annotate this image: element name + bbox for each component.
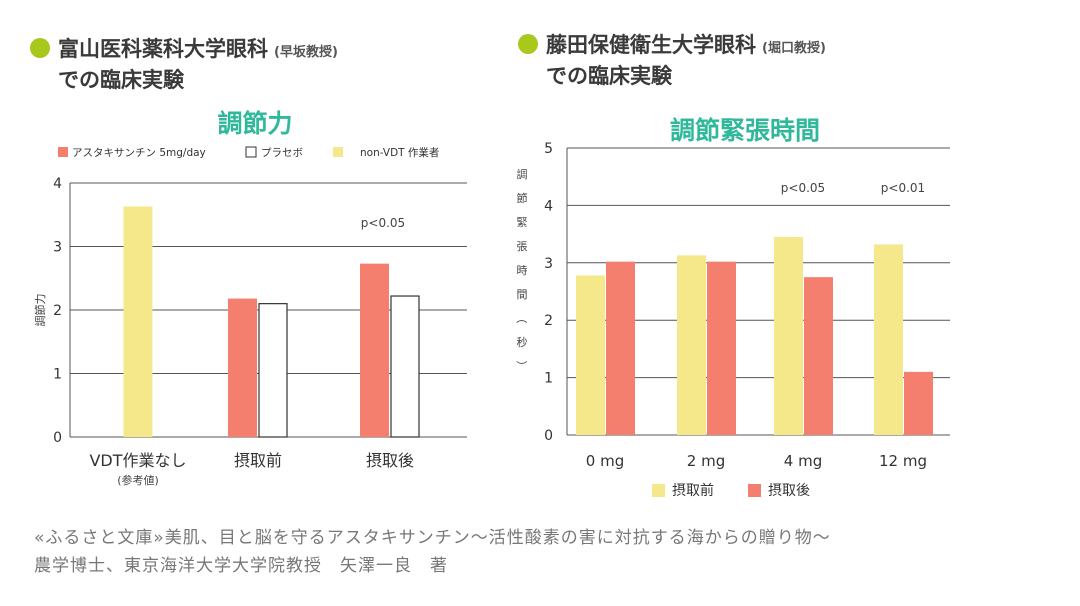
significance-label: p<0.05	[361, 216, 405, 230]
legend-label-before: 摂取前	[672, 482, 714, 499]
x-tick-label: VDT作業なし	[89, 451, 186, 470]
left-heading-note: (早坂教授)	[274, 45, 338, 60]
right-heading: 藤田保健衛生大学眼科 (堀口教授)	[546, 29, 826, 59]
right-heading-note: (堀口教授)	[762, 41, 826, 56]
y-tick-label: 0	[53, 430, 62, 446]
x-tick-label: 12 mg	[879, 452, 927, 470]
legend-swatch-after	[748, 484, 761, 497]
x-tick-label: 0 mg	[586, 452, 624, 470]
bar-placebo	[390, 295, 420, 438]
y-axis-label-char: 時	[517, 264, 528, 277]
y-axis-label-char: （	[515, 313, 528, 324]
significance-label: p<0.01	[881, 181, 925, 195]
right-chart-title: 調節緊張時間	[669, 116, 820, 145]
left-chart-title: 調節力	[217, 109, 293, 138]
legend-label-astaxanthin: アスタキサンチン 5mg/day	[72, 147, 206, 159]
significance-label: p<0.05	[781, 181, 825, 195]
left-heading: 富山医科薬科大学眼科 (早坂教授)	[58, 33, 338, 63]
legend-swatch-placebo	[245, 146, 257, 158]
bar-after	[804, 277, 833, 435]
bar-before	[774, 236, 803, 435]
legend-label-nonvdt: non-VDT 作業者	[360, 146, 439, 159]
y-axis-label-char: 緊	[517, 216, 528, 229]
y-axis-label-char: 秒	[517, 335, 528, 349]
y-tick-label: 3	[544, 256, 553, 272]
y-tick-label: 4	[544, 198, 553, 214]
x-tick-label: 4 mg	[784, 452, 822, 470]
left-heading-text: 富山医科薬科大学眼科	[58, 37, 268, 61]
y-tick-label: 4	[53, 176, 62, 192]
bar-before	[677, 255, 706, 435]
source-line-1: «ふるさと文庫»美肌、目と脳を守るアスタキサンチン～活性酸素の害に対抗する海から…	[34, 528, 831, 548]
legend-label-placebo: プラセボ	[261, 147, 303, 159]
bar-before	[576, 275, 605, 435]
bar-before	[874, 244, 903, 435]
left-chart: 0 1 2 3 4 調節力 VDT作業なし (参考値) 摂取前 摂取後 p<0.05 アスタキサンチン…	[33, 146, 467, 487]
right-bullet-dot	[518, 34, 538, 54]
bar-nonvdt	[123, 206, 153, 437]
right-heading-2: での臨床実験	[546, 64, 672, 88]
source-line-2: 農学博士、東京海洋大学大学院教授 矢澤一良 著	[34, 556, 448, 576]
y-tick-label: 2	[53, 303, 62, 319]
bar-after	[904, 371, 933, 435]
bar-after	[606, 261, 635, 435]
y-tick-label: 3	[53, 240, 62, 256]
bar-astaxanthin	[360, 263, 389, 437]
legend-label-after: 摂取後	[768, 483, 810, 499]
right-heading-text: 藤田保健衛生大学眼科	[546, 33, 756, 57]
y-tick-label: 2	[544, 313, 553, 329]
left-heading-2: での臨床実験	[58, 68, 184, 92]
y-axis-label-char: 調	[517, 167, 528, 181]
y-axis-label-char: ）	[515, 361, 528, 372]
x-tick-label: 摂取前	[234, 451, 282, 470]
left-bullet-dot	[30, 38, 50, 58]
y-axis-label-char: 節	[517, 191, 528, 205]
bar-astaxanthin	[228, 298, 257, 437]
y-tick-label: 5	[544, 141, 553, 157]
bar-placebo	[258, 303, 288, 438]
x-tick-label: 2 mg	[687, 452, 725, 470]
legend-swatch-nonvdt	[333, 147, 343, 157]
legend-swatch-astaxanthin	[58, 147, 68, 157]
x-tick-label: 摂取後	[366, 451, 414, 470]
y-axis-label-char: 間	[517, 288, 528, 301]
x-tick-note: (参考値)	[117, 473, 159, 487]
y-axis-label: 調節力	[33, 294, 47, 327]
y-axis-label-char: 張	[517, 240, 528, 253]
y-tick-label: 1	[53, 367, 62, 383]
y-tick-label: 1	[544, 371, 553, 387]
bar-after	[707, 261, 736, 435]
y-tick-label: 0	[544, 428, 553, 444]
right-chart: 0 1 2 3 4 5 調節緊張時間 （ 秒 ） 0 mg 2 mg 4 mg 12 mg p<0.05 p<…	[515, 141, 950, 499]
legend-swatch-before	[652, 484, 665, 497]
